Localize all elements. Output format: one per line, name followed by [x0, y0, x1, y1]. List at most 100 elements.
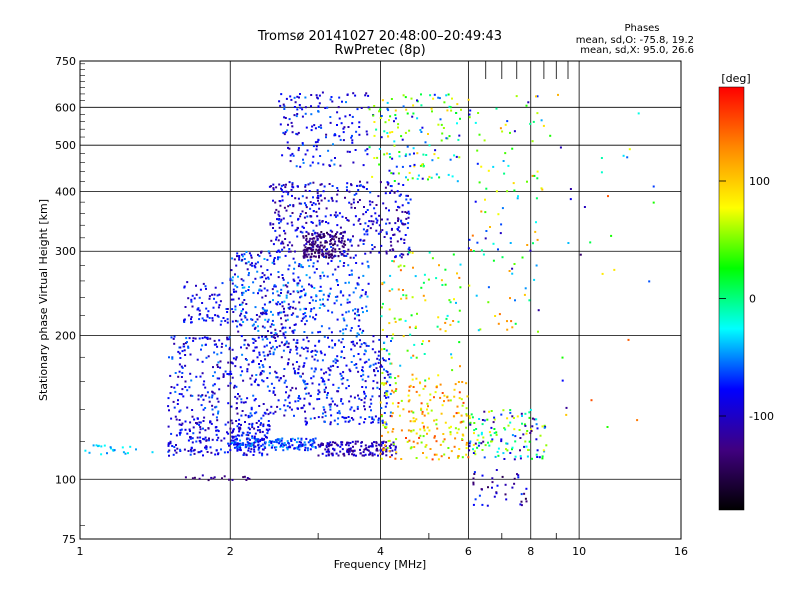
- scatter-point: [253, 435, 256, 438]
- scatter-point: [292, 363, 294, 366]
- x-tick-label: 16: [674, 545, 688, 558]
- scatter-point: [352, 92, 355, 95]
- scatter-point: [262, 311, 265, 314]
- scatter-point: [228, 336, 231, 339]
- scatter-point: [362, 274, 365, 277]
- scatter-point: [495, 492, 498, 495]
- scatter-point: [328, 444, 330, 447]
- scatter-point: [356, 440, 359, 443]
- scatter-point: [486, 418, 489, 421]
- scatter-point: [278, 183, 281, 186]
- scatter-point: [541, 188, 544, 191]
- scatter-point: [363, 405, 366, 408]
- scatter-point: [339, 445, 342, 448]
- scatter-point: [407, 394, 410, 397]
- scatter-point: [247, 447, 250, 450]
- scatter-point: [513, 477, 516, 480]
- scatter-point: [394, 109, 397, 112]
- scatter-point: [315, 210, 318, 213]
- scatter-point: [227, 402, 230, 405]
- scatter-point: [386, 371, 389, 373]
- scatter-point: [278, 100, 281, 103]
- scatter-point: [379, 401, 382, 404]
- scatter-point: [420, 402, 423, 405]
- scatter-point: [368, 108, 371, 111]
- scatter-point: [321, 248, 324, 251]
- scatter-point: [252, 454, 255, 456]
- scatter-point: [230, 298, 233, 301]
- scatter-point: [277, 301, 280, 304]
- scatter-point: [354, 440, 357, 443]
- scatter-point: [327, 378, 330, 381]
- scatter-point: [189, 436, 192, 438]
- scatter-point: [348, 400, 351, 403]
- scatter-point: [330, 159, 333, 162]
- scatter-point: [205, 336, 208, 339]
- scatter-point: [189, 430, 191, 432]
- scatter-point: [332, 255, 335, 258]
- scatter-point: [316, 196, 319, 199]
- scatter-point: [282, 190, 285, 193]
- scatter-point: [433, 435, 436, 438]
- scatter-point: [462, 401, 465, 404]
- scatter-point: [235, 264, 238, 267]
- scatter-point: [376, 219, 379, 222]
- scatter-point: [310, 221, 313, 223]
- scatter-point: [297, 437, 300, 440]
- scatter-point: [502, 452, 505, 455]
- scatter-point: [492, 259, 495, 262]
- scatter-point: [363, 390, 365, 393]
- scatter-point: [236, 255, 238, 258]
- scatter-point: [245, 251, 248, 253]
- scatter-point: [304, 410, 306, 413]
- scatter-point: [340, 441, 343, 444]
- scatter-point: [253, 338, 256, 341]
- scatter-point: [296, 407, 299, 410]
- scatter-point: [325, 446, 328, 448]
- scatter-point: [238, 428, 241, 431]
- scatter-point: [360, 107, 363, 109]
- scatter-point: [509, 421, 512, 424]
- scatter-point: [332, 143, 334, 146]
- scatter-point: [399, 193, 402, 196]
- scatter-point: [348, 301, 351, 304]
- scatter-point: [388, 153, 391, 155]
- scatter-point: [492, 242, 495, 245]
- scatter-point: [293, 371, 296, 374]
- scatter-point: [304, 96, 307, 99]
- scatter-point: [483, 410, 486, 413]
- scatter-point: [298, 104, 301, 106]
- scatter-point: [398, 230, 401, 233]
- scatter-point: [497, 454, 500, 457]
- scatter-point: [168, 449, 171, 452]
- scatter-point: [359, 296, 362, 299]
- scatter-point: [202, 383, 205, 386]
- scatter-point: [318, 223, 321, 226]
- scatter-point: [481, 503, 484, 506]
- scatter-point: [314, 240, 317, 243]
- scatter-point: [275, 208, 278, 211]
- scatter-point: [270, 405, 273, 408]
- scatter-point: [299, 296, 302, 299]
- scatter-point: [516, 197, 519, 200]
- scatter-point: [383, 130, 386, 133]
- scatter-point: [261, 439, 264, 441]
- scatter-point: [273, 440, 276, 443]
- scatter-point: [316, 359, 319, 362]
- scatter-point: [453, 445, 456, 448]
- scatter-point: [456, 405, 459, 408]
- scatter-point: [314, 255, 317, 258]
- scatter-point: [381, 328, 384, 331]
- scatter-point: [360, 375, 363, 378]
- scatter-point: [419, 381, 421, 384]
- scatter-point: [455, 412, 458, 415]
- scatter-point: [495, 107, 498, 110]
- scatter-point: [347, 238, 349, 241]
- scatter-point: [241, 442, 244, 445]
- scatter-point: [338, 117, 341, 120]
- scatter-point: [317, 454, 320, 457]
- scatter-point: [410, 410, 413, 413]
- scatter-point: [170, 417, 173, 420]
- scatter-point: [381, 415, 383, 418]
- scatter-point: [293, 279, 296, 282]
